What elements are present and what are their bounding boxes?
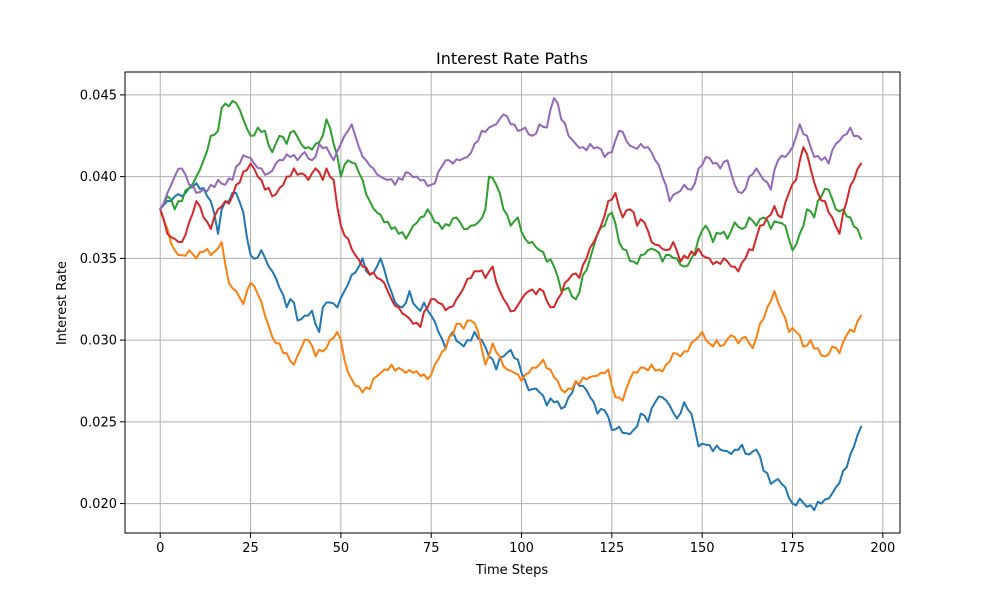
x-tick-label: 0 [156, 541, 164, 556]
series-line-4 [159, 146, 863, 329]
y-tick-label: 0.035 [80, 252, 117, 267]
y-tick-label: 0.025 [80, 415, 117, 430]
x-tick-label: 175 [780, 541, 805, 556]
y-tick-label: 0.040 [80, 170, 117, 185]
y-tick-label: 0.045 [80, 88, 117, 103]
series-line-3 [159, 100, 863, 301]
y-tick-label: 0.020 [80, 497, 117, 512]
y-axis-label: Interest Rate [55, 261, 70, 345]
chart-title: Interest Rate Paths [436, 49, 588, 68]
x-tick-label: 100 [509, 541, 534, 556]
x-tick-label: 25 [242, 541, 259, 556]
grid-layer [125, 72, 900, 533]
x-tick-label: 50 [333, 541, 350, 556]
x-axis-label: Time Steps [475, 563, 549, 578]
series-line-2 [159, 208, 863, 402]
series-line-5 [159, 97, 863, 211]
series-line-1 [159, 182, 863, 512]
series-layer [159, 97, 863, 512]
x-tick-label: 75 [423, 541, 440, 556]
y-tick-label: 0.030 [80, 334, 117, 349]
x-tick-label: 150 [690, 541, 715, 556]
x-tick-label: 200 [870, 541, 895, 556]
x-tick-label: 125 [599, 541, 624, 556]
plot-frame [124, 71, 901, 534]
ticks-layer: 0 25 50 75 100 125 150 175 200 0.020 0.025 0.030 0.0… [80, 88, 895, 556]
